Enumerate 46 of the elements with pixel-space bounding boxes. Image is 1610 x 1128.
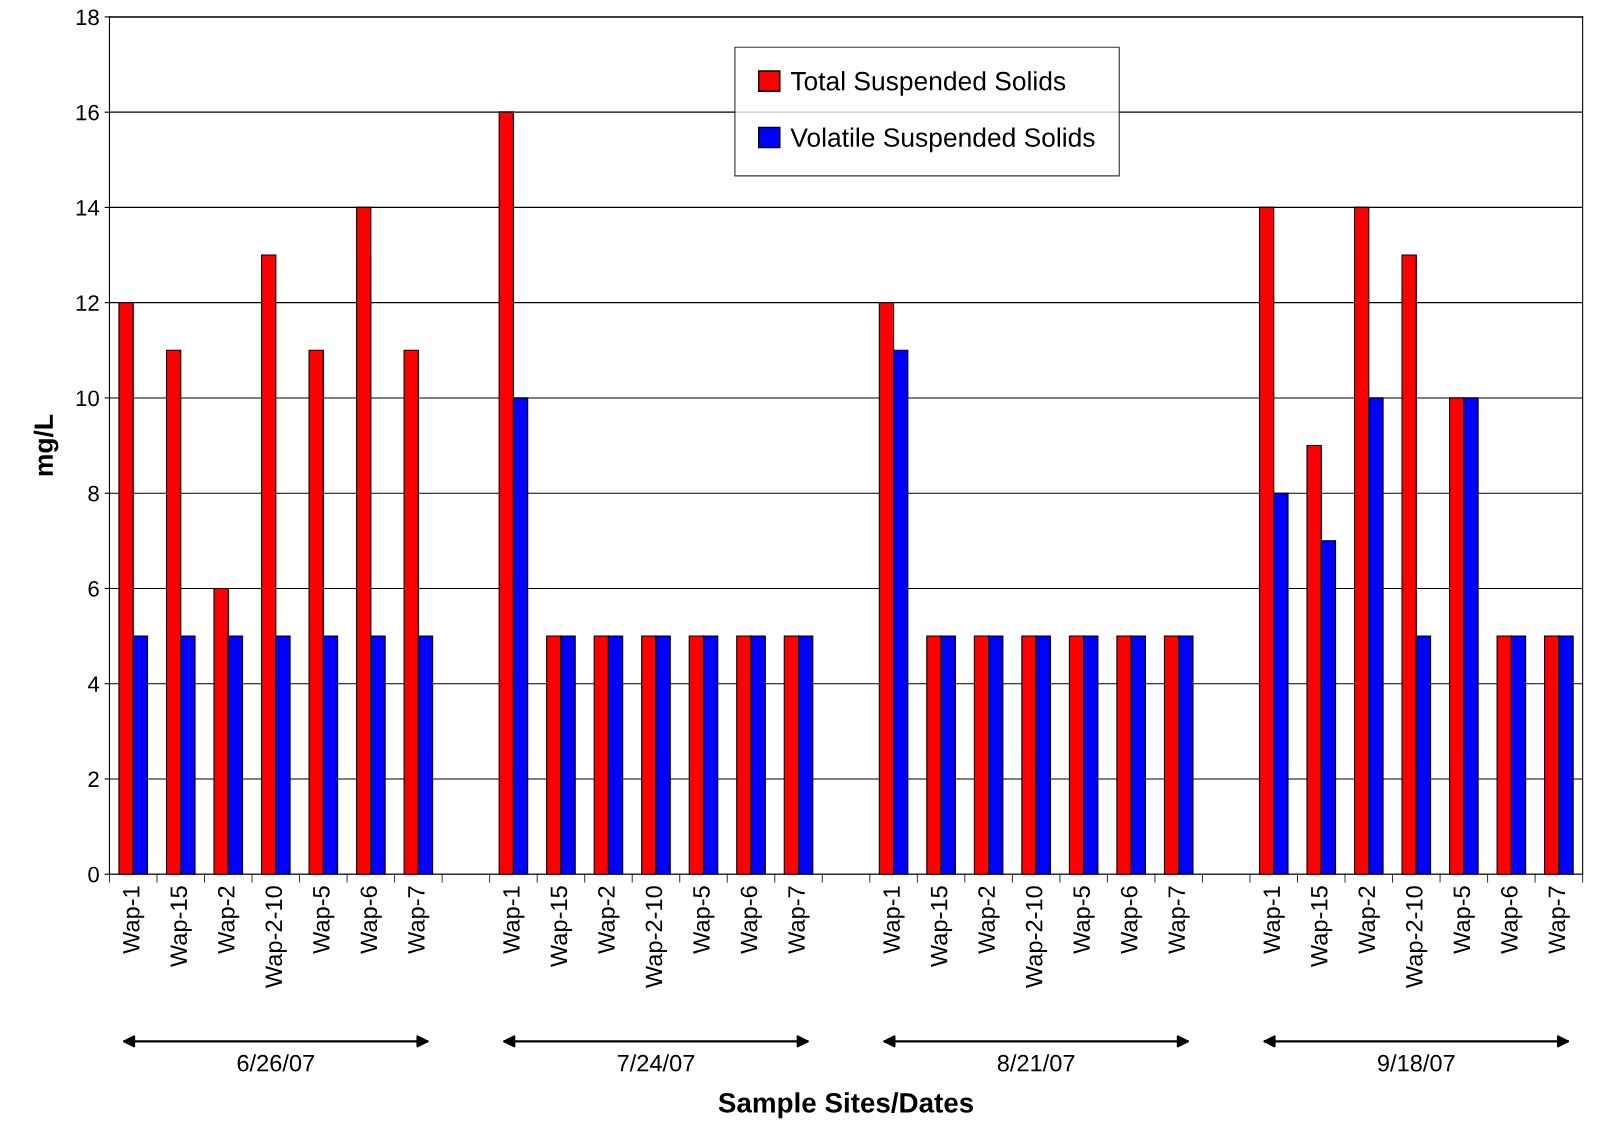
y-tick-label: 4 — [87, 676, 100, 692]
y-axis-title: mg/L — [33, 414, 59, 476]
x-tick-label: Wap-6 — [1500, 886, 1523, 954]
y-tick-label: 10 — [76, 390, 99, 407]
x-tick-label: Wap-15 — [930, 886, 953, 967]
x-tick-label: Wap-2-10 — [1405, 886, 1428, 988]
y-tick-label: 2 — [88, 771, 99, 787]
x-tick-label: Wap-7 — [408, 886, 430, 954]
x-axis-title: Sample Sites/Dates — [718, 1092, 974, 1119]
y-tick-label: 16 — [76, 104, 99, 121]
text: 8/21/07 — [997, 1054, 1075, 1072]
y-tick-label: 0 — [88, 866, 99, 883]
x-tick-label: Wap-2 — [978, 886, 1000, 954]
y-tick-label: 12 — [76, 295, 99, 311]
y-tick-label: 6 — [88, 580, 99, 597]
x-tick-label: Wap-5 — [693, 886, 715, 954]
legend-label: Total Suspended Solids — [790, 71, 1066, 96]
x-tick-label: Wap-6 — [360, 886, 382, 954]
x-tick-label: Wap-7 — [788, 886, 810, 954]
x-tick-label: Wap-15 — [170, 886, 192, 967]
x-tick-label: Wap-15 — [1311, 886, 1333, 967]
text: 9/18/07 — [1378, 1054, 1455, 1072]
y-tick-label: 18 — [76, 9, 99, 26]
text: 7/24/07 — [617, 1054, 695, 1072]
x-tick-label: Wap-1 — [123, 886, 145, 954]
x-tick-label: Wap-5 — [1073, 886, 1095, 954]
x-tick-label: Wap-2 — [598, 886, 620, 954]
y-tick-label: 14 — [76, 200, 100, 216]
x-tick-label: Wap-6 — [740, 886, 763, 954]
x-tick-label: Wap-6 — [1120, 886, 1143, 954]
text: 6/26/07 — [237, 1054, 315, 1072]
x-tick-label: Wap-15 — [550, 886, 572, 967]
x-tick-label: Wap-2-10 — [1025, 886, 1048, 988]
y-tick-label: 8 — [88, 485, 99, 502]
x-tick-label: Wap-2 — [1358, 886, 1380, 954]
x-tick-label: Wap-7 — [1548, 886, 1570, 954]
x-tick-label: Wap-1 — [1263, 886, 1285, 954]
x-tick-label: Wap-5 — [1453, 886, 1475, 954]
x-tick-label: Wap-1 — [883, 886, 905, 954]
x-tick-label: Wap-2 — [217, 886, 240, 954]
x-tick-label: Wap-1 — [503, 886, 525, 954]
x-tick-label: Wap-2-10 — [645, 886, 667, 988]
x-tick-label: Wap-2-10 — [265, 886, 287, 988]
x-tick-label: Wap-7 — [1168, 886, 1190, 954]
x-tick-label: Wap-5 — [313, 886, 335, 954]
legend-label: Volatile Suspended Solids — [790, 127, 1095, 153]
